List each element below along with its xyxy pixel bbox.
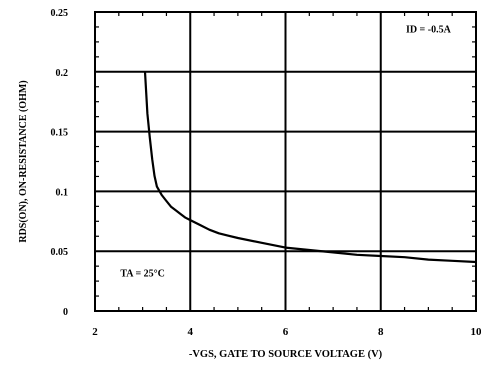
chart-annotation: ID = -0.5A	[406, 24, 452, 35]
data-point	[156, 186, 158, 188]
y-tick-labels: 0 0.05 0.1 0.15 0.2 0.25	[51, 8, 69, 318]
data-point	[380, 255, 382, 257]
data-point	[332, 251, 334, 253]
x-tick-label: 4	[188, 326, 194, 338]
y-axis-label: RDS(ON), ON-RESISTANCE (OHM)	[18, 80, 29, 242]
y-tick-label: 0.1	[56, 187, 69, 198]
y-tick-label: 0.2	[56, 68, 69, 79]
x-tick-label: 6	[283, 326, 289, 338]
series-line	[143, 71, 477, 264]
x-axis-label: -VGS, GATE TO SOURCE VOLTAGE (V)	[189, 349, 383, 360]
data-point	[451, 260, 453, 262]
data-point	[180, 213, 182, 215]
chart-annotation: TA = 25°C	[120, 268, 165, 279]
data-point	[161, 194, 163, 196]
data-point	[199, 224, 201, 226]
data-point	[227, 235, 229, 237]
x-tick-label: 8	[378, 326, 384, 338]
data-point	[261, 242, 263, 244]
data-point	[308, 249, 310, 251]
x-tick-label: 10	[471, 326, 481, 338]
y-tick-label: 0.25	[51, 8, 69, 19]
data-point	[189, 219, 191, 221]
y-tick-label: 0.15	[51, 128, 69, 139]
data-point	[165, 200, 168, 202]
data-point	[403, 256, 406, 258]
y-tick-label: 0.05	[51, 247, 69, 258]
data-point	[144, 71, 146, 73]
data-point	[151, 158, 153, 160]
data-point	[427, 258, 429, 261]
x-tick-labels: 2 4 6 8 10	[92, 326, 481, 338]
data-point	[284, 247, 287, 249]
data-point	[146, 113, 148, 115]
y-tick-label: 0	[63, 307, 68, 318]
x-tick-label: 2	[92, 326, 98, 338]
data-point	[175, 209, 177, 212]
data-point	[153, 175, 156, 177]
series-layer	[143, 71, 477, 264]
plot-frame	[94, 11, 477, 312]
data-point	[184, 217, 187, 219]
data-point	[218, 232, 220, 234]
data-point	[356, 254, 358, 256]
data-point	[237, 237, 239, 239]
data-point	[208, 229, 210, 231]
data-point	[149, 136, 151, 139]
annotations: ID = -0.5A TA = 25°C	[120, 24, 451, 279]
data-point	[170, 206, 172, 208]
